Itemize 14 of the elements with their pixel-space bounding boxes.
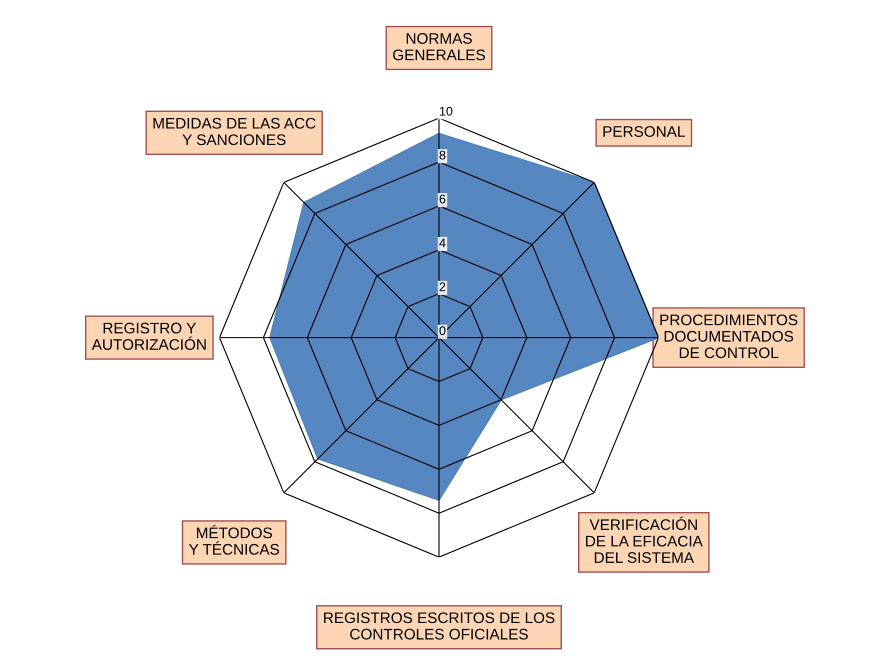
spoke-label: REGISTRO Y AUTORIZACIÓN xyxy=(92,322,206,350)
spoke-label: REGISTROS ESCRITOS DE LOS CONTROLES OFICIALES xyxy=(324,612,554,640)
y-tick-label: 8 xyxy=(440,150,446,160)
y-tick-label: 0 xyxy=(439,326,446,336)
y-tick-label: 6 xyxy=(440,194,446,204)
spoke-label: MEDIDAS DE LAS ACC Y SANCIONES xyxy=(154,118,316,146)
y-tick-label: 2 xyxy=(440,282,446,292)
spoke-label: MÉTODOS Y TÉCNICAS xyxy=(188,524,280,555)
spoke-label: NORMAS GENERALES xyxy=(393,33,485,60)
y-tick-label: 4 xyxy=(439,238,446,248)
spoke-label: PROCEDIMIENTOS DOCUMENTADOS DE CONTROL xyxy=(660,314,798,358)
spoke-label: PERSONAL xyxy=(603,126,685,137)
spoke-label: VERIFICACIÓN DE LA EFICACIA DEL SISTEMA xyxy=(586,516,703,563)
y-tick-label: 10 xyxy=(440,106,452,116)
